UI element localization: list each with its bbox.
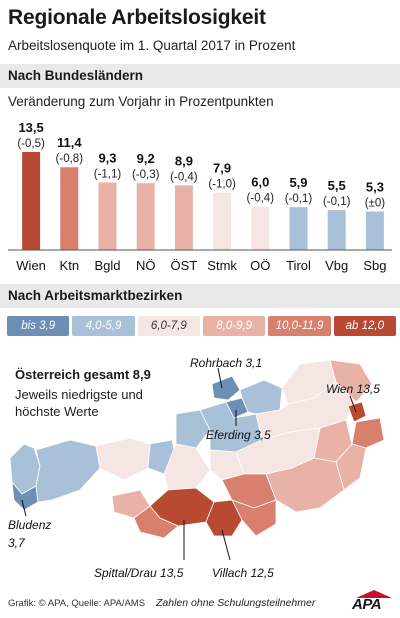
- value-label: 6,0: [251, 174, 269, 189]
- category-label: Wien: [16, 258, 46, 273]
- category-label: Sbg: [363, 258, 386, 273]
- map-region-tirol-central: [95, 437, 151, 481]
- change-label: (-0,5): [17, 138, 45, 150]
- bar-ktn: [60, 167, 79, 250]
- value-label: 13,5: [18, 120, 43, 135]
- chart-subtitle: Arbeitslosenquote im 1. Quartal 2017 in …: [8, 38, 296, 53]
- value-label: 7,9: [213, 161, 231, 176]
- value-label: 5,9: [289, 175, 307, 190]
- change-label: (-0,4): [247, 192, 275, 204]
- section-header-districts: Nach Arbeitsmarktbezirken: [0, 284, 400, 308]
- value-label: 9,2: [137, 151, 155, 166]
- map-region-wien: [347, 401, 367, 423]
- category-label: Stmk: [207, 258, 237, 273]
- change-label: (-1,1): [94, 168, 122, 180]
- bar-stmk: [213, 192, 232, 250]
- bar-bgld: [98, 182, 117, 250]
- category-label: Bgld: [94, 258, 120, 273]
- section-header-states-label: Nach Bundesländern: [8, 68, 144, 83]
- category-label: ÖST: [171, 258, 198, 273]
- legend-item: bis 3,9: [7, 316, 70, 336]
- map-region-tirol-west: [35, 439, 101, 503]
- austria-district-map: [9, 359, 385, 561]
- value-label: 5,3: [366, 180, 384, 195]
- legend-item: 8,0-9,9: [203, 316, 266, 336]
- bar-chart: 13,5 (-0,5) Wien 11,4 (-0,8) Ktn 9,3 (-1,1) Bgld…: [8, 120, 392, 273]
- bar-tirol: [289, 207, 308, 250]
- map-region-stmk-south: [265, 457, 345, 513]
- map-region-kaernten-west: [133, 505, 179, 539]
- legend-item: ab 12,0: [333, 316, 396, 336]
- apa-logo-text: APA: [352, 596, 382, 613]
- map-region-rohrbach: [211, 375, 241, 401]
- bar-vbg: [327, 210, 346, 250]
- leader-wien: [349, 395, 357, 413]
- change-label: (-0,4): [170, 171, 198, 183]
- change-label: (-1,0): [208, 179, 236, 191]
- legend-item: 10,0-11,9: [268, 316, 331, 336]
- legend-item: 6,0-7,9: [137, 316, 200, 336]
- category-label: OÖ: [250, 258, 270, 273]
- leader-villach: [221, 529, 231, 561]
- map-note: Jeweils niedrigste und höchste Werte: [15, 387, 143, 419]
- value-label: 8,9: [175, 153, 193, 168]
- chart-title: Regionale Arbeitslosigkeit: [8, 6, 266, 29]
- section-header-states: Nach Bundesländern: [0, 64, 400, 88]
- callout-bludenz-name: Bludenz: [8, 518, 52, 532]
- callout-wien: Wien 13,5: [326, 382, 380, 396]
- map-region-weinviertel: [329, 359, 373, 403]
- change-label: (-0,1): [323, 196, 351, 208]
- change-label: (-0,3): [132, 169, 160, 181]
- map-region-salzburg-north: [175, 409, 211, 449]
- value-label: 9,3: [98, 150, 116, 165]
- change-label: (-0,1): [285, 193, 313, 205]
- category-label: Ktn: [60, 258, 80, 273]
- footer-note: Zahlen ohne Schulungsteilnehmer: [156, 597, 316, 609]
- footer-source: Grafik: © APA, Quelle: APA/AMS: [8, 598, 146, 609]
- bar-öst: [174, 185, 193, 250]
- category-label: Vbg: [325, 258, 348, 273]
- color-legend: bis 3,9 4,0-5,9 6,0-7,9 8,0-9,9 10,0-11,9 ab …: [6, 316, 398, 336]
- change-label: (±0): [365, 198, 386, 210]
- value-label: 11,4: [57, 135, 82, 150]
- leader-bludenz: [21, 499, 27, 517]
- bar-wien: [22, 152, 41, 250]
- map-region-muehlviertel: [239, 379, 283, 415]
- apa-logo-mark: [356, 590, 392, 598]
- bar-nö: [136, 183, 155, 250]
- callout-bludenz-value: 3,7: [8, 536, 25, 550]
- bar-sbg: [365, 211, 384, 250]
- callout-eferding: Eferding 3,5: [206, 428, 271, 442]
- section-header-districts-label: Nach Arbeitsmarktbezirken: [8, 288, 183, 303]
- map-region-klagenfurt: [231, 499, 277, 537]
- callout-spittal: Spittal/Drau 13,5: [94, 566, 184, 580]
- category-label: NÖ: [136, 258, 156, 273]
- category-label: Tirol: [286, 258, 311, 273]
- leader-rohrbach: [217, 367, 223, 389]
- change-label: (-0,8): [56, 153, 84, 165]
- value-label: 5,5: [328, 178, 346, 193]
- legend-item: 4,0-5,9: [72, 316, 135, 336]
- callout-rohrbach: Rohrbach 3,1: [190, 356, 263, 370]
- apa-logo: APA: [352, 590, 396, 613]
- bar-oö: [251, 206, 270, 250]
- map-region-burgenland-north: [351, 417, 385, 449]
- callout-villach: Villach 12,5: [212, 566, 274, 580]
- map-total-label: Österreich gesamt 8,9: [15, 367, 151, 382]
- bar-chart-caption: Veränderung zum Vorjahr in Prozentpunkte…: [8, 94, 274, 109]
